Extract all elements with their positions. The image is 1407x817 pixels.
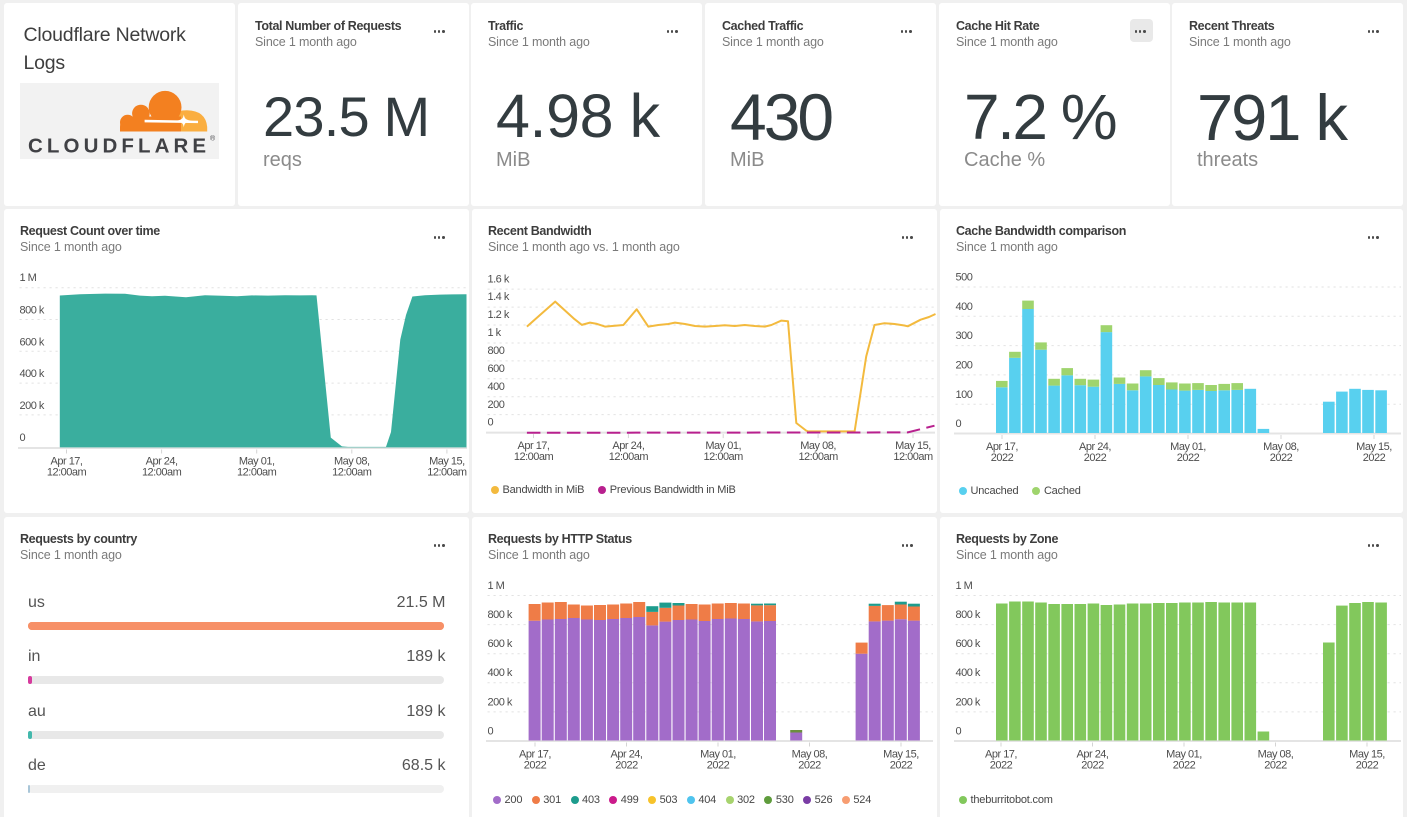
svg-text:12:00am: 12:00am	[609, 451, 649, 463]
svg-text:Apr 17,: Apr 17,	[985, 749, 1017, 761]
svg-text:12:00am: 12:00am	[237, 467, 277, 479]
svg-text:1.6 k: 1.6 k	[488, 273, 510, 285]
svg-text:2022: 2022	[798, 760, 821, 772]
svg-text:May 01,: May 01,	[239, 456, 275, 468]
svg-text:400 k: 400 k	[20, 368, 45, 380]
svg-text:100: 100	[956, 389, 973, 401]
svg-text:May 08,: May 08,	[792, 749, 828, 761]
svg-text:Apr 17,: Apr 17,	[51, 456, 83, 468]
svg-text:400 k: 400 k	[956, 667, 981, 679]
svg-text:0: 0	[956, 725, 962, 737]
svg-text:2022: 2022	[1270, 452, 1293, 464]
svg-text:200: 200	[488, 399, 505, 411]
svg-text:May 15,: May 15,	[883, 749, 919, 761]
svg-text:2022: 2022	[1084, 452, 1107, 464]
svg-text:2022: 2022	[1173, 760, 1196, 772]
svg-text:May 15,: May 15,	[895, 440, 931, 452]
svg-text:2022: 2022	[615, 760, 638, 772]
svg-text:600: 600	[488, 363, 505, 375]
svg-text:2022: 2022	[990, 760, 1013, 772]
svg-text:1 M: 1 M	[488, 580, 505, 592]
svg-text:200 k: 200 k	[20, 400, 45, 412]
svg-text:800 k: 800 k	[488, 609, 513, 621]
svg-text:1.2 k: 1.2 k	[488, 309, 510, 321]
svg-text:May 15,: May 15,	[1349, 749, 1385, 761]
svg-text:12:00am: 12:00am	[893, 451, 933, 463]
svg-text:Apr 17,: Apr 17,	[986, 441, 1018, 453]
svg-text:400: 400	[488, 381, 505, 393]
svg-text:May 15,: May 15,	[1356, 441, 1392, 453]
svg-text:May 15,: May 15,	[429, 456, 465, 468]
svg-text:Apr 24,: Apr 24,	[146, 456, 178, 468]
svg-text:May 01,: May 01,	[1166, 749, 1202, 761]
svg-text:2022: 2022	[1264, 760, 1287, 772]
svg-text:400: 400	[956, 301, 973, 313]
svg-text:1 M: 1 M	[956, 580, 973, 592]
svg-text:May 08,: May 08,	[1263, 441, 1299, 453]
svg-text:May 01,: May 01,	[705, 440, 741, 452]
svg-text:Apr 17,: Apr 17,	[518, 440, 550, 452]
svg-text:12:00am: 12:00am	[427, 467, 467, 479]
svg-text:2022: 2022	[1356, 760, 1379, 772]
svg-text:600 k: 600 k	[956, 638, 981, 650]
svg-text:Apr 24,: Apr 24,	[1079, 441, 1111, 453]
svg-text:12:00am: 12:00am	[332, 467, 372, 479]
svg-text:May 08,: May 08,	[800, 440, 836, 452]
svg-text:500: 500	[956, 272, 973, 284]
svg-text:400 k: 400 k	[488, 667, 513, 679]
svg-text:200 k: 200 k	[956, 696, 981, 708]
svg-text:200: 200	[956, 360, 973, 372]
svg-text:600 k: 600 k	[488, 638, 513, 650]
svg-text:1.4 k: 1.4 k	[488, 291, 510, 303]
svg-text:200 k: 200 k	[488, 696, 513, 708]
svg-text:CLOUDFLARE: CLOUDFLARE	[28, 135, 210, 158]
svg-text:800 k: 800 k	[20, 305, 45, 317]
svg-text:2022: 2022	[1363, 452, 1386, 464]
svg-text:2022: 2022	[991, 452, 1014, 464]
svg-text:Apr 24,: Apr 24,	[1077, 749, 1109, 761]
svg-text:May 08,: May 08,	[1258, 749, 1294, 761]
svg-text:12:00am: 12:00am	[142, 467, 182, 479]
svg-text:0: 0	[488, 417, 494, 429]
svg-text:600 k: 600 k	[20, 336, 45, 348]
svg-text:®: ®	[210, 135, 216, 143]
svg-text:12:00am: 12:00am	[514, 451, 554, 463]
svg-text:12:00am: 12:00am	[47, 467, 87, 479]
svg-text:0: 0	[956, 418, 962, 430]
svg-text:May 08,: May 08,	[334, 456, 370, 468]
svg-text:Apr 17,: Apr 17,	[519, 749, 551, 761]
svg-text:0: 0	[20, 432, 26, 444]
svg-text:Apr 24,: Apr 24,	[611, 749, 643, 761]
svg-text:2022: 2022	[1177, 452, 1200, 464]
svg-text:2022: 2022	[890, 760, 913, 772]
svg-text:1 k: 1 k	[488, 327, 502, 339]
svg-text:1 M: 1 M	[20, 272, 37, 284]
svg-text:12:00am: 12:00am	[798, 451, 838, 463]
svg-text:0: 0	[488, 725, 494, 737]
svg-text:2022: 2022	[524, 760, 547, 772]
svg-text:2022: 2022	[707, 760, 730, 772]
svg-text:2022: 2022	[1081, 760, 1104, 772]
svg-text:May 01,: May 01,	[700, 749, 736, 761]
svg-text:12:00am: 12:00am	[704, 451, 744, 463]
svg-text:May 01,: May 01,	[1170, 441, 1206, 453]
svg-text:Apr 24,: Apr 24,	[612, 440, 644, 452]
svg-text:800: 800	[488, 345, 505, 357]
svg-text:300: 300	[956, 330, 973, 342]
svg-text:800 k: 800 k	[956, 609, 981, 621]
